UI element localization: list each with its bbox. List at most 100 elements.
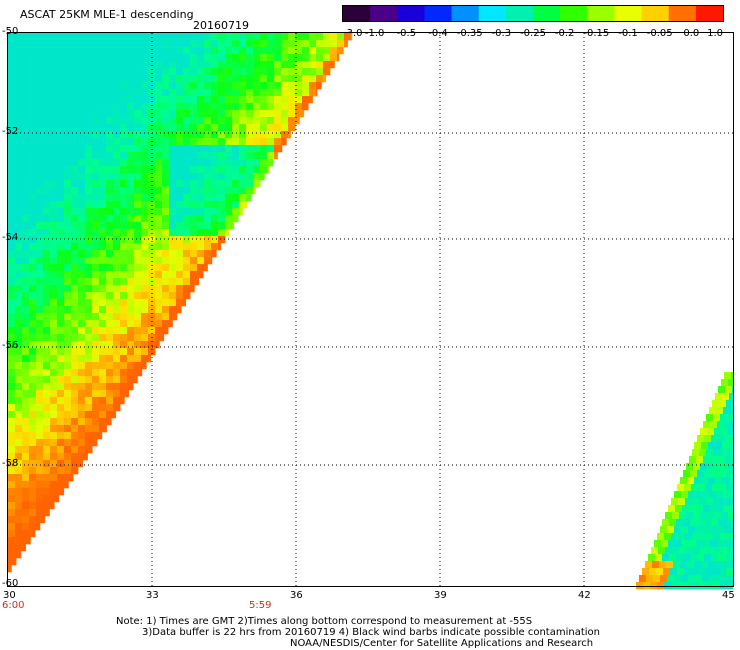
swath-cell bbox=[690, 470, 698, 478]
swath-cell bbox=[92, 376, 100, 384]
swath-cell bbox=[694, 561, 702, 569]
swath-cell bbox=[169, 292, 177, 300]
swath-cell bbox=[680, 561, 688, 569]
swath-cell bbox=[141, 271, 149, 279]
swath-cell bbox=[71, 229, 79, 237]
swath-cell bbox=[85, 313, 93, 321]
swath-cell bbox=[78, 320, 86, 328]
swath-cell bbox=[197, 61, 205, 69]
swath-cell bbox=[197, 159, 205, 167]
swath-cell bbox=[8, 509, 16, 517]
swath-cell bbox=[36, 257, 44, 265]
swath-cell bbox=[113, 96, 121, 104]
swath-cell bbox=[57, 54, 65, 62]
swath-cell bbox=[162, 194, 170, 202]
swath-cell bbox=[64, 61, 72, 69]
swath-cell bbox=[85, 68, 93, 76]
swath-cell bbox=[714, 512, 722, 520]
swath-cell bbox=[22, 327, 30, 335]
swath-cell bbox=[106, 369, 114, 377]
swath-cell bbox=[725, 386, 733, 394]
swath-cell bbox=[106, 299, 114, 307]
swath-cell bbox=[57, 215, 65, 223]
swath-cell bbox=[57, 96, 65, 104]
swath-cell bbox=[190, 131, 198, 139]
swath-cell bbox=[92, 348, 100, 356]
swath-cell bbox=[725, 470, 733, 478]
swath-cell bbox=[50, 264, 58, 272]
swath-cell bbox=[169, 173, 177, 181]
swath-cell bbox=[36, 502, 44, 510]
swath-cell bbox=[8, 138, 16, 146]
swath-cell bbox=[162, 320, 170, 328]
swath-cell bbox=[78, 117, 86, 125]
swath-cell bbox=[113, 292, 121, 300]
swath-cell bbox=[162, 222, 170, 230]
swath-cell bbox=[707, 512, 715, 520]
swath-cell bbox=[36, 222, 44, 230]
swath-cell bbox=[183, 40, 191, 48]
swath-cell bbox=[120, 145, 128, 153]
swath-cell bbox=[78, 306, 86, 314]
swath-cell bbox=[337, 47, 344, 55]
swath-cell bbox=[204, 201, 212, 209]
swath-cell bbox=[155, 229, 163, 237]
swath-cell bbox=[260, 89, 268, 97]
swath-cell bbox=[8, 54, 16, 62]
swath-cell bbox=[15, 313, 23, 321]
swath-cell bbox=[253, 47, 261, 55]
swath-cell bbox=[22, 187, 30, 195]
swath-cell bbox=[50, 418, 58, 426]
swath-cell bbox=[267, 89, 275, 97]
swath-cell bbox=[99, 390, 107, 398]
swath-cell bbox=[92, 306, 100, 314]
swath-cell bbox=[134, 61, 142, 69]
swath-cell bbox=[22, 362, 30, 370]
swath-cell bbox=[50, 96, 58, 104]
swath-cell bbox=[36, 96, 44, 104]
swath-cell bbox=[57, 334, 65, 342]
swath-cell bbox=[99, 159, 107, 167]
swath-cell bbox=[99, 362, 107, 370]
swath-cell bbox=[15, 383, 23, 391]
swath-cell bbox=[71, 75, 79, 83]
swath-cell bbox=[693, 547, 701, 555]
swath-cell bbox=[8, 33, 16, 41]
swath-cell bbox=[190, 264, 198, 272]
swath-cell bbox=[78, 327, 86, 335]
swath-cell bbox=[78, 397, 86, 405]
swath-cell bbox=[288, 54, 296, 62]
swath-cell bbox=[106, 138, 114, 146]
swath-cell bbox=[22, 89, 30, 97]
swath-cell bbox=[50, 278, 58, 286]
swath-cell bbox=[218, 131, 226, 139]
swath-cell bbox=[29, 537, 31, 545]
swath-cell bbox=[15, 516, 23, 524]
swath-cell bbox=[36, 292, 44, 300]
swath-cell bbox=[162, 285, 170, 293]
colorbar-label: -0.2 bbox=[555, 28, 575, 39]
swath-cell bbox=[239, 47, 247, 55]
swath-cell bbox=[57, 173, 65, 181]
swath-cell bbox=[141, 138, 149, 146]
swath-cell bbox=[211, 145, 219, 153]
swath-cell bbox=[682, 505, 690, 513]
swath-cell bbox=[8, 208, 16, 216]
swath-cell bbox=[71, 194, 79, 202]
swath-cell bbox=[239, 159, 247, 167]
swath-cell bbox=[64, 425, 72, 433]
swath-cell bbox=[71, 117, 79, 125]
swath-cell bbox=[722, 477, 730, 485]
swath-cell bbox=[727, 449, 734, 457]
swath-cell bbox=[29, 516, 37, 524]
swath-cell bbox=[43, 166, 51, 174]
swath-cell bbox=[719, 400, 727, 408]
swath-cell bbox=[22, 215, 30, 223]
swath-cell bbox=[691, 484, 699, 492]
swath-cell bbox=[15, 551, 22, 559]
swath-cell bbox=[155, 124, 163, 132]
swath-cell bbox=[78, 222, 86, 230]
swath-cell bbox=[197, 124, 205, 132]
swath-cell bbox=[50, 222, 58, 230]
swath-cell bbox=[309, 68, 317, 76]
